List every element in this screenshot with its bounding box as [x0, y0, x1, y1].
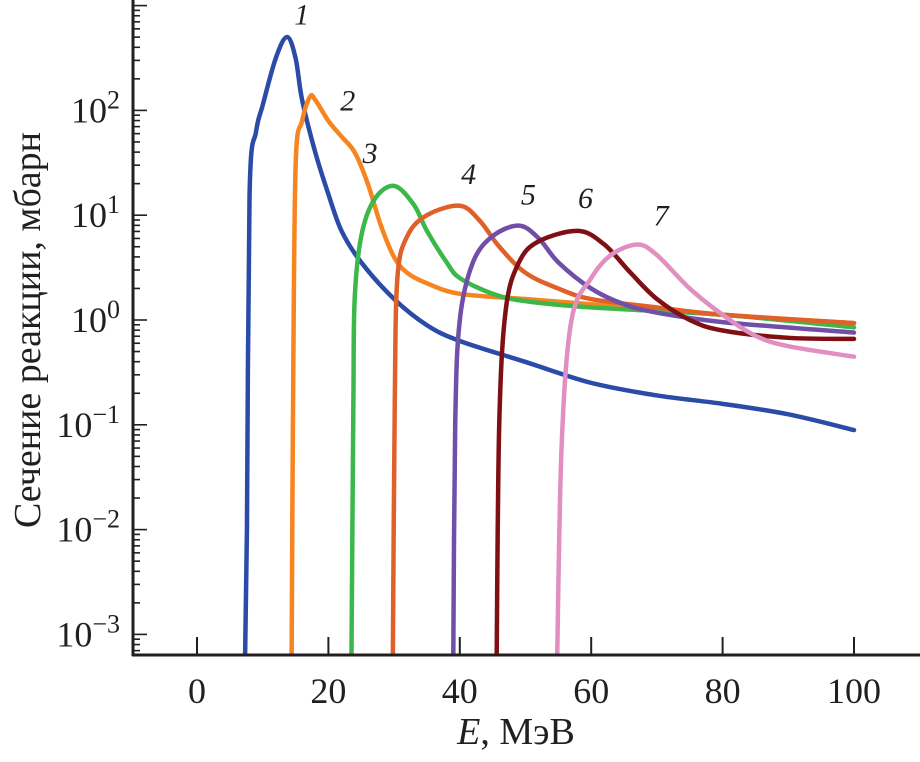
y-tick-base: 10	[71, 195, 107, 235]
series-4-label: 4	[461, 158, 476, 191]
y-tick-exponent: 1	[107, 190, 120, 219]
series-6-label: 6	[578, 182, 593, 215]
y-axis-label: Сечение реакции, мбарн	[7, 132, 49, 528]
y-tick-exponent: −2	[92, 505, 120, 534]
y-tick-label: 101	[71, 190, 120, 235]
series-2-line	[289, 92, 857, 655]
curves	[242, 34, 857, 655]
y-tick-exponent: 0	[107, 295, 120, 324]
y-tick-exponent: −3	[92, 609, 120, 638]
series-5-label: 5	[521, 179, 536, 212]
y-tick-base: 10	[56, 614, 92, 654]
y-tick-label: 10−3	[56, 609, 120, 654]
series-3-line	[349, 183, 857, 655]
series-6-line	[494, 228, 857, 655]
x-tick-label: 80	[705, 671, 741, 711]
y-tick-exponent: −1	[92, 400, 120, 429]
y-tick-base: 10	[56, 405, 92, 445]
series-2-label: 2	[340, 84, 355, 117]
series-4-line	[390, 203, 857, 655]
y-tick-base: 10	[71, 300, 107, 340]
x-tick-label: 20	[310, 671, 346, 711]
x-tick-label: 60	[573, 671, 609, 711]
axes	[131, 0, 920, 657]
x-axis-label-unit: , МэВ	[480, 711, 574, 753]
series-7-label: 7	[654, 200, 671, 233]
x-tick-label: 100	[827, 671, 881, 711]
y-tick-label: 10−2	[56, 505, 120, 550]
y-tick-label: 100	[71, 295, 120, 340]
y-tick-exponent: 2	[107, 85, 120, 114]
y-tick-base: 10	[71, 90, 107, 130]
series-1-line	[242, 34, 857, 655]
y-tick-label: 102	[71, 85, 120, 130]
y-tick-label: 10−1	[56, 400, 120, 445]
x-tick-label: 0	[188, 671, 206, 711]
series-7-line	[554, 242, 857, 655]
series-5-line	[451, 223, 857, 655]
x-axis-label-symbol: E	[456, 711, 480, 753]
y-tick-base: 10	[56, 510, 92, 550]
series-3-label: 3	[362, 137, 378, 170]
x-tick-label: 40	[442, 671, 478, 711]
series-1-label: 1	[294, 0, 309, 31]
x-axis-label: E, МэВ	[456, 711, 575, 753]
